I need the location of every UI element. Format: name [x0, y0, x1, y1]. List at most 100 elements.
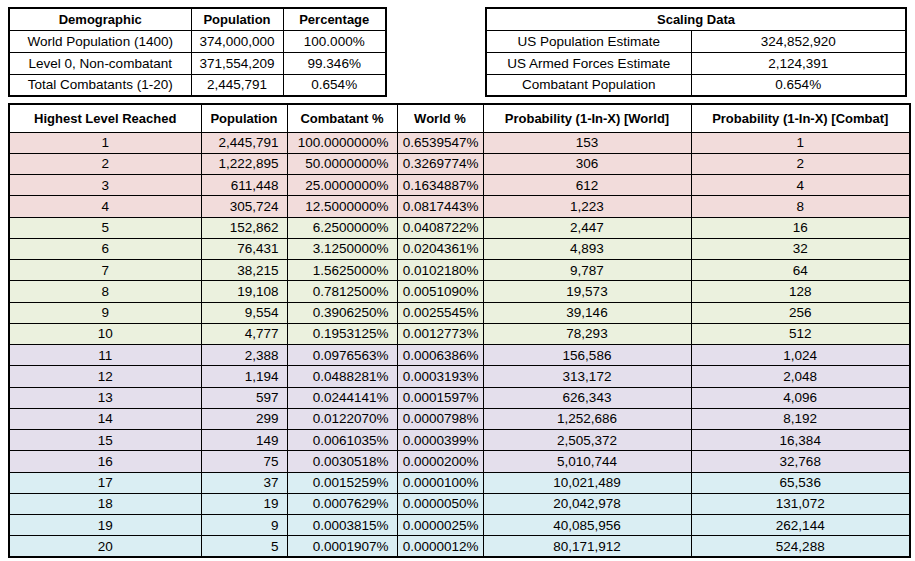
cell-world-pct[interactable]: 0.3269774% — [397, 153, 483, 174]
cell-population[interactable]: 37 — [201, 472, 287, 493]
cell-scaling-value[interactable]: 2,124,391 — [691, 52, 906, 74]
cell-level[interactable]: 18 — [9, 493, 201, 514]
cell-probability-world[interactable]: 80,171,912 — [483, 536, 691, 557]
cell-combatant-pct[interactable]: 0.0976563% — [287, 345, 397, 366]
cell-probability-world[interactable]: 612 — [483, 175, 691, 196]
cell-population[interactable]: 9 — [201, 515, 287, 536]
cell-level[interactable]: 16 — [9, 451, 201, 472]
cell-probability-combat[interactable]: 256 — [691, 302, 910, 323]
cell-demographic-population[interactable]: 374,000,000 — [191, 30, 283, 52]
cell-level[interactable]: 8 — [9, 281, 201, 302]
cell-population[interactable]: 19,108 — [201, 281, 287, 302]
header-combatant-pct[interactable]: Combatant % — [287, 104, 397, 132]
cell-probability-world[interactable]: 306 — [483, 153, 691, 174]
cell-combatant-pct[interactable]: 6.2500000% — [287, 217, 397, 238]
cell-combatant-pct[interactable]: 0.0061035% — [287, 430, 397, 451]
cell-probability-combat[interactable]: 1 — [691, 132, 910, 153]
cell-probability-world[interactable]: 4,893 — [483, 238, 691, 259]
cell-probability-world[interactable]: 153 — [483, 132, 691, 153]
cell-population[interactable]: 597 — [201, 387, 287, 408]
cell-population[interactable]: 299 — [201, 408, 287, 429]
cell-probability-world[interactable]: 313,172 — [483, 366, 691, 387]
cell-combatant-pct[interactable]: 12.5000000% — [287, 196, 397, 217]
cell-level[interactable]: 12 — [9, 366, 201, 387]
cell-probability-world[interactable]: 19,573 — [483, 281, 691, 302]
cell-level[interactable]: 15 — [9, 430, 201, 451]
cell-population[interactable]: 305,724 — [201, 196, 287, 217]
cell-level[interactable]: 13 — [9, 387, 201, 408]
cell-probability-combat[interactable]: 4,096 — [691, 387, 910, 408]
cell-combatant-pct[interactable]: 0.0003815% — [287, 515, 397, 536]
cell-world-pct[interactable]: 0.0408722% — [397, 217, 483, 238]
cell-combatant-pct[interactable]: 0.0015259% — [287, 472, 397, 493]
cell-probability-world[interactable]: 40,085,956 — [483, 515, 691, 536]
cell-level[interactable]: 11 — [9, 345, 201, 366]
cell-population[interactable]: 1,194 — [201, 366, 287, 387]
cell-probability-world[interactable]: 78,293 — [483, 323, 691, 344]
cell-demographic-percentage[interactable]: 0.654% — [283, 74, 386, 96]
header-probability-combat[interactable]: Probability (1-In-X) [Combat] — [691, 104, 910, 132]
cell-population[interactable]: 75 — [201, 451, 287, 472]
cell-probability-combat[interactable]: 64 — [691, 260, 910, 281]
cell-world-pct[interactable]: 0.0000025% — [397, 515, 483, 536]
cell-world-pct[interactable]: 0.0025545% — [397, 302, 483, 323]
cell-level[interactable]: 6 — [9, 238, 201, 259]
cell-probability-combat[interactable]: 128 — [691, 281, 910, 302]
cell-combatant-pct[interactable]: 0.0007629% — [287, 493, 397, 514]
cell-combatant-pct[interactable]: 50.0000000% — [287, 153, 397, 174]
cell-level[interactable]: 20 — [9, 536, 201, 557]
cell-demographic-label[interactable]: Level 0, Non-combatant — [9, 52, 191, 74]
cell-combatant-pct[interactable]: 0.1953125% — [287, 323, 397, 344]
cell-probability-world[interactable]: 2,505,372 — [483, 430, 691, 451]
cell-level[interactable]: 4 — [9, 196, 201, 217]
cell-population[interactable]: 38,215 — [201, 260, 287, 281]
cell-scaling-label[interactable]: Combatant Population — [486, 74, 691, 96]
cell-probability-combat[interactable]: 262,144 — [691, 515, 910, 536]
cell-combatant-pct[interactable]: 0.0488281% — [287, 366, 397, 387]
cell-population[interactable]: 611,448 — [201, 175, 287, 196]
cell-probability-world[interactable]: 156,586 — [483, 345, 691, 366]
cell-combatant-pct[interactable]: 0.0001907% — [287, 536, 397, 557]
cell-combatant-pct[interactable]: 0.3906250% — [287, 302, 397, 323]
cell-probability-combat[interactable]: 65,536 — [691, 472, 910, 493]
cell-world-pct[interactable]: 0.0000012% — [397, 536, 483, 557]
cell-demographic-population[interactable]: 2,445,791 — [191, 74, 283, 96]
cell-probability-combat[interactable]: 524,288 — [691, 536, 910, 557]
cell-population[interactable]: 9,554 — [201, 302, 287, 323]
cell-world-pct[interactable]: 0.0000050% — [397, 493, 483, 514]
header-world-pct[interactable]: World % — [397, 104, 483, 132]
percentage-header-cell[interactable]: Percentage — [283, 8, 386, 30]
cell-probability-combat[interactable]: 2,048 — [691, 366, 910, 387]
cell-probability-world[interactable]: 626,343 — [483, 387, 691, 408]
cell-probability-combat[interactable]: 8,192 — [691, 408, 910, 429]
cell-level[interactable]: 14 — [9, 408, 201, 429]
cell-combatant-pct[interactable]: 0.0244141% — [287, 387, 397, 408]
cell-world-pct[interactable]: 0.0000100% — [397, 472, 483, 493]
cell-world-pct[interactable]: 0.0817443% — [397, 196, 483, 217]
cell-scaling-value[interactable]: 324,852,920 — [691, 30, 906, 52]
cell-population[interactable]: 5 — [201, 536, 287, 557]
cell-level[interactable]: 5 — [9, 217, 201, 238]
cell-population[interactable]: 2,388 — [201, 345, 287, 366]
cell-probability-world[interactable]: 20,042,978 — [483, 493, 691, 514]
cell-demographic-percentage[interactable]: 100.000% — [283, 30, 386, 52]
cell-combatant-pct[interactable]: 0.0030518% — [287, 451, 397, 472]
cell-population[interactable]: 2,445,791 — [201, 132, 287, 153]
cell-level[interactable]: 10 — [9, 323, 201, 344]
cell-probability-world[interactable]: 39,146 — [483, 302, 691, 323]
cell-world-pct[interactable]: 0.6539547% — [397, 132, 483, 153]
cell-probability-combat[interactable]: 32,768 — [691, 451, 910, 472]
cell-probability-world[interactable]: 10,021,489 — [483, 472, 691, 493]
cell-probability-combat[interactable]: 2 — [691, 153, 910, 174]
cell-probability-combat[interactable]: 512 — [691, 323, 910, 344]
cell-scaling-value[interactable]: 0.654% — [691, 74, 906, 96]
cell-combatant-pct[interactable]: 3.1250000% — [287, 238, 397, 259]
cell-demographic-label[interactable]: World Population (1400) — [9, 30, 191, 52]
cell-level[interactable]: 1 — [9, 132, 201, 153]
cell-probability-combat[interactable]: 1,024 — [691, 345, 910, 366]
cell-probability-combat[interactable]: 8 — [691, 196, 910, 217]
cell-level[interactable]: 17 — [9, 472, 201, 493]
cell-world-pct[interactable]: 0.0001597% — [397, 387, 483, 408]
cell-probability-combat[interactable]: 131,072 — [691, 493, 910, 514]
header-population[interactable]: Population — [201, 104, 287, 132]
